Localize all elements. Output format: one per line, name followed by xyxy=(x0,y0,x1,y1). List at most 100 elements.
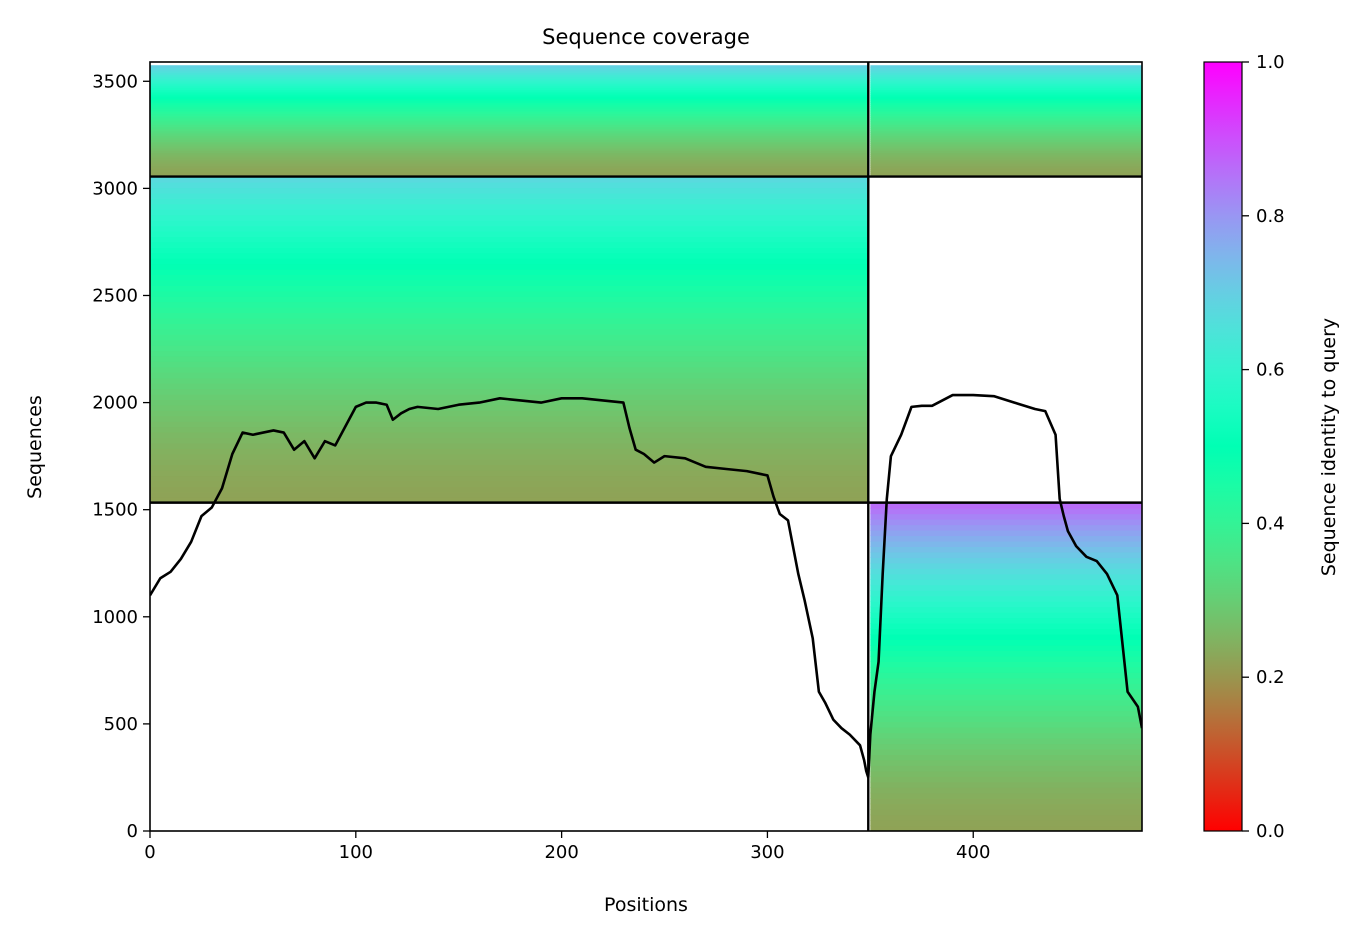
heatmap-strip xyxy=(870,508,1142,515)
heatmap-strip xyxy=(870,124,1142,128)
heatmap-strip xyxy=(150,491,869,498)
heatmap-strip xyxy=(150,80,869,83)
heatmap-strip xyxy=(150,421,869,428)
heatmap-strip xyxy=(150,312,869,319)
heatmap-strip xyxy=(870,163,1142,167)
heatmap-strip xyxy=(150,150,869,154)
heatmap-strip xyxy=(150,247,869,254)
heatmap-strip xyxy=(870,120,1142,124)
heatmap-strip xyxy=(150,241,869,248)
heatmap-strip xyxy=(870,519,1142,526)
heatmap-strip xyxy=(870,798,1142,805)
x-tick-label: 0 xyxy=(144,842,155,863)
heatmap-strip xyxy=(870,524,1142,531)
heatmap-strip xyxy=(150,225,869,232)
heatmap-strip xyxy=(870,617,1142,624)
heatmap-strip xyxy=(870,540,1142,547)
heatmap-strip xyxy=(870,557,1142,564)
heatmap-strip xyxy=(150,274,869,281)
heatmap-strip xyxy=(870,70,1142,74)
y-tick-label: 1000 xyxy=(92,607,138,628)
heatmap-strip xyxy=(150,328,869,335)
heatmap-strip xyxy=(150,345,869,352)
heatmap-strip xyxy=(150,132,869,135)
heatmap-strip xyxy=(870,705,1142,712)
heatmap-strip xyxy=(870,89,1142,92)
heatmap-strip xyxy=(870,113,1142,116)
heatmap-strip xyxy=(150,120,869,124)
heatmap-strip xyxy=(870,825,1142,831)
heatmap-strip xyxy=(150,285,869,292)
heatmap-strip xyxy=(870,128,1142,131)
heatmap-strip xyxy=(150,317,869,324)
heatmap-strip xyxy=(150,383,869,390)
heatmap-strip xyxy=(870,132,1142,135)
heatmap-strip xyxy=(870,776,1142,783)
heatmap-strip xyxy=(150,453,869,460)
heatmap-strip xyxy=(150,159,869,163)
heatmap-strip xyxy=(150,192,869,199)
x-tick-label: 300 xyxy=(750,842,784,863)
heatmap-strip xyxy=(870,145,1142,148)
heatmap-strip xyxy=(150,126,869,129)
heatmap-strip xyxy=(150,81,869,85)
y-tick-label: 500 xyxy=(104,714,138,735)
heatmap-strip xyxy=(150,65,869,68)
heatmap-strip xyxy=(870,737,1142,745)
heatmap-strip xyxy=(870,111,1142,115)
heatmap-strip xyxy=(870,809,1142,816)
heatmap-strip xyxy=(870,633,1142,641)
heatmap-strip xyxy=(870,78,1142,81)
heatmap-strip xyxy=(870,135,1142,139)
heatmap-strip xyxy=(870,107,1142,111)
heatmap-strip xyxy=(150,372,869,379)
x-axis-label: Positions xyxy=(604,894,688,916)
heatmap-strip xyxy=(150,158,869,161)
heatmap-strip xyxy=(150,135,869,139)
colorbar-ticks: 0.0 0.2 0.4 0.6 0.8 1.0 xyxy=(1242,52,1285,842)
heatmap-strip xyxy=(150,252,869,259)
heatmap-strip xyxy=(150,366,869,373)
heatmap-strip xyxy=(150,111,869,115)
heatmap-strip xyxy=(150,117,869,120)
heatmap-strip xyxy=(870,139,1142,142)
heatmap-strip xyxy=(870,169,1142,172)
heatmap-strip xyxy=(870,579,1142,586)
heatmap-strip xyxy=(150,459,869,466)
heatmap-strip xyxy=(150,426,869,433)
heatmap-strip xyxy=(870,529,1142,537)
heatmap-strip xyxy=(870,759,1142,766)
x-axis-ticks: 0 100 200 300 400 xyxy=(144,831,990,863)
heatmap-strip xyxy=(150,377,869,384)
y-tick-label: 1500 xyxy=(92,500,138,521)
heatmap-strip xyxy=(870,546,1142,553)
heatmap-strip xyxy=(150,410,869,417)
heatmap-strip xyxy=(150,100,869,103)
heatmap-strip xyxy=(150,399,869,406)
heatmap-strip xyxy=(870,644,1142,651)
heatmap-strip xyxy=(150,334,869,341)
heatmap-strip xyxy=(150,431,869,439)
coverage-line xyxy=(150,393,1142,779)
heatmap-strip xyxy=(150,87,869,90)
heatmap-strip xyxy=(150,106,869,109)
heatmap-strip xyxy=(150,113,869,116)
heatmap-strip xyxy=(870,601,1142,608)
heatmap-strip xyxy=(870,67,1142,70)
heatmap-strip xyxy=(870,606,1142,613)
heatmap-strip xyxy=(150,486,869,493)
heatmap-strip xyxy=(150,124,869,128)
heatmap-strip xyxy=(150,290,869,297)
heatmap-strip xyxy=(150,263,869,270)
y-axis-ticks: 0 500 1000 1500 2000 2500 3000 3500 xyxy=(92,71,150,842)
heatmap-strip xyxy=(870,770,1142,777)
heatmap-strip xyxy=(870,94,1142,98)
heatmap-strip xyxy=(150,497,869,504)
heatmap-strip xyxy=(870,68,1142,72)
y-tick-label: 2000 xyxy=(92,393,138,414)
heatmap-strip xyxy=(150,323,869,330)
heatmap-strip xyxy=(870,650,1142,657)
heatmap-strip xyxy=(870,535,1142,542)
heatmap-strip xyxy=(870,81,1142,85)
heatmap-strip xyxy=(870,146,1142,150)
